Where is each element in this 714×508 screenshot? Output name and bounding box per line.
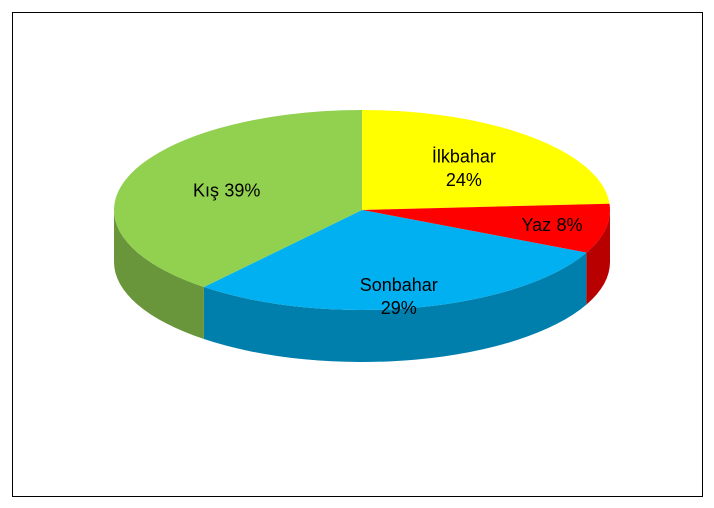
label-value: 8%: [557, 215, 583, 235]
label-value: 24%: [446, 170, 482, 190]
slice: [362, 110, 610, 210]
data-label: Kış 39%: [193, 181, 260, 201]
slice: [203, 210, 587, 310]
label-category: Kış: [193, 181, 219, 201]
slice-side: [114, 210, 204, 340]
label-category: Sonbahar: [360, 275, 438, 295]
label-category: Yaz: [521, 215, 551, 235]
data-label: Yaz 8%: [521, 215, 582, 235]
slice-side: [586, 210, 610, 305]
label-category: İlkbahar: [432, 147, 496, 167]
data-label: Sonbahar 29%: [360, 275, 438, 318]
slice: [362, 203, 610, 253]
slice-side: [203, 252, 587, 363]
label-value: 29%: [381, 298, 417, 318]
slice: [114, 110, 362, 288]
label-value: 39%: [224, 181, 260, 201]
data-label: İlkbahar 24%: [432, 147, 496, 190]
